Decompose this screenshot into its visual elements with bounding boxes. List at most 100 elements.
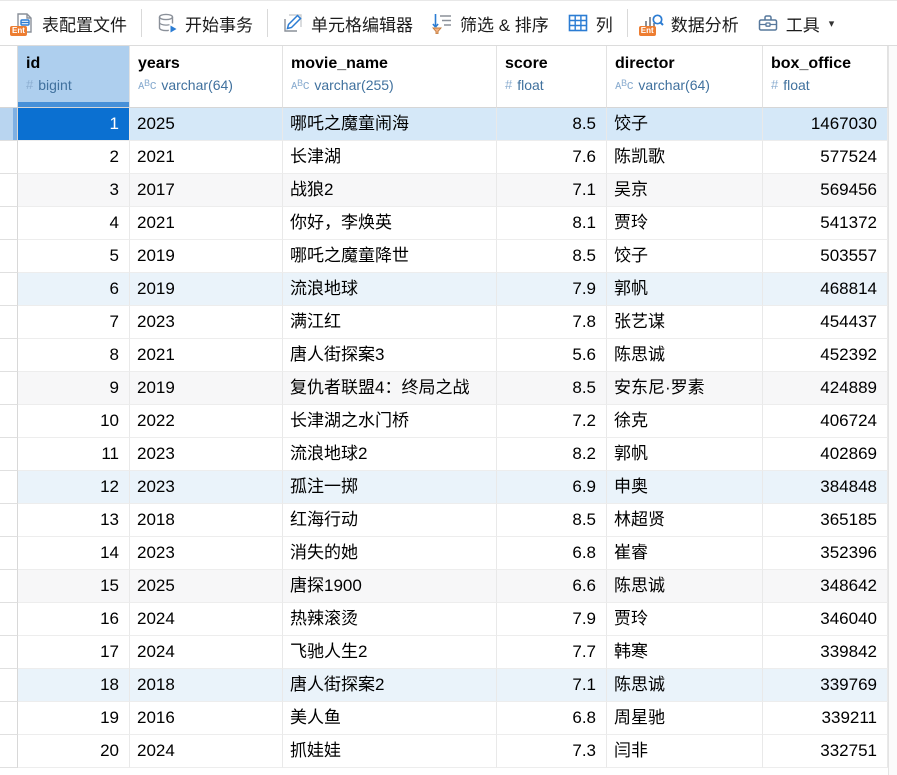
column-header-score[interactable]: score # float: [497, 46, 607, 108]
cell-score[interactable]: 7.3: [497, 735, 607, 768]
cell-score[interactable]: 7.1: [497, 174, 607, 207]
cell-movie-name[interactable]: 飞驰人生2: [283, 636, 497, 669]
cell-years[interactable]: 2024: [130, 603, 283, 636]
cell-years[interactable]: 2021: [130, 339, 283, 372]
row-gutter-cell[interactable]: [0, 372, 18, 405]
cell-score[interactable]: 7.1: [497, 669, 607, 702]
cell-id[interactable]: 17: [18, 636, 130, 669]
cell-movie-name[interactable]: 美人鱼: [283, 702, 497, 735]
cell-box-office[interactable]: 365185: [763, 504, 888, 537]
cell-score[interactable]: 5.6: [497, 339, 607, 372]
cell-years[interactable]: 2023: [130, 438, 283, 471]
cell-score[interactable]: 6.9: [497, 471, 607, 504]
cell-id[interactable]: 3: [18, 174, 130, 207]
cell-years[interactable]: 2023: [130, 537, 283, 570]
header-corner-cell[interactable]: [0, 46, 18, 108]
cell-director[interactable]: 郭帆: [607, 273, 763, 306]
cell-id[interactable]: 4: [18, 207, 130, 240]
cell-years[interactable]: 2019: [130, 240, 283, 273]
cell-years[interactable]: 2024: [130, 735, 283, 768]
cell-movie-name[interactable]: 满江红: [283, 306, 497, 339]
cell-director[interactable]: 张艺谋: [607, 306, 763, 339]
cell-box-office[interactable]: 454437: [763, 306, 888, 339]
cell-years[interactable]: 2025: [130, 570, 283, 603]
cell-movie-name[interactable]: 唐探1900: [283, 570, 497, 603]
cell-box-office[interactable]: 452392: [763, 339, 888, 372]
cell-years[interactable]: 2022: [130, 405, 283, 438]
cell-movie-name[interactable]: 复仇者联盟4：终局之战: [283, 372, 497, 405]
cell-director[interactable]: 贾玲: [607, 207, 763, 240]
cell-movie-name[interactable]: 哪吒之魔童降世: [283, 240, 497, 273]
cell-id[interactable]: 20: [18, 735, 130, 768]
cell-movie-name[interactable]: 长津湖之水门桥: [283, 405, 497, 438]
row-gutter-cell[interactable]: [0, 504, 18, 537]
cell-score[interactable]: 8.2: [497, 438, 607, 471]
begin-transaction-button[interactable]: 开始事务: [147, 4, 262, 42]
cell-box-office[interactable]: 339211: [763, 702, 888, 735]
table-profile-button[interactable]: Ent 表配置文件: [4, 4, 136, 42]
cell-years[interactable]: 2024: [130, 636, 283, 669]
row-gutter-cell[interactable]: [0, 141, 18, 174]
cell-score[interactable]: 7.7: [497, 636, 607, 669]
cell-director[interactable]: 崔睿: [607, 537, 763, 570]
cell-director[interactable]: 贾玲: [607, 603, 763, 636]
cell-id[interactable]: 10: [18, 405, 130, 438]
row-gutter-cell[interactable]: [0, 471, 18, 504]
cell-score[interactable]: 7.9: [497, 603, 607, 636]
cell-score[interactable]: 8.5: [497, 372, 607, 405]
cell-director[interactable]: 饺子: [607, 108, 763, 141]
cell-score[interactable]: 8.5: [497, 108, 607, 141]
cell-years[interactable]: 2018: [130, 504, 283, 537]
cell-id[interactable]: 8: [18, 339, 130, 372]
cell-movie-name[interactable]: 抓娃娃: [283, 735, 497, 768]
cell-box-office[interactable]: 348642: [763, 570, 888, 603]
cell-director[interactable]: 郭帆: [607, 438, 763, 471]
row-gutter-cell[interactable]: [0, 702, 18, 735]
cell-years[interactable]: 2018: [130, 669, 283, 702]
cell-id[interactable]: 15: [18, 570, 130, 603]
cell-movie-name[interactable]: 红海行动: [283, 504, 497, 537]
cell-director[interactable]: 陈凯歌: [607, 141, 763, 174]
row-gutter-cell[interactable]: [0, 273, 18, 306]
column-header-id[interactable]: id # bigint: [18, 46, 130, 108]
cell-years[interactable]: 2016: [130, 702, 283, 735]
cell-box-office[interactable]: 339769: [763, 669, 888, 702]
cell-id[interactable]: 12: [18, 471, 130, 504]
row-gutter-cell[interactable]: [0, 174, 18, 207]
cell-score[interactable]: 6.8: [497, 702, 607, 735]
cell-director[interactable]: 申奥: [607, 471, 763, 504]
row-gutter-cell[interactable]: [0, 240, 18, 273]
row-gutter-cell[interactable]: [0, 570, 18, 603]
row-gutter-cell[interactable]: [0, 108, 18, 141]
cell-movie-name[interactable]: 唐人街探案3: [283, 339, 497, 372]
cell-id[interactable]: 7: [18, 306, 130, 339]
cell-id[interactable]: 13: [18, 504, 130, 537]
row-gutter-cell[interactable]: [0, 438, 18, 471]
cell-movie-name[interactable]: 流浪地球2: [283, 438, 497, 471]
cell-years[interactable]: 2023: [130, 306, 283, 339]
cell-years[interactable]: 2021: [130, 207, 283, 240]
row-gutter-cell[interactable]: [0, 339, 18, 372]
cell-movie-name[interactable]: 热辣滚烫: [283, 603, 497, 636]
cell-score[interactable]: 7.8: [497, 306, 607, 339]
cell-box-office[interactable]: 346040: [763, 603, 888, 636]
row-gutter-cell[interactable]: [0, 306, 18, 339]
filter-sort-button[interactable]: 筛选 & 排序: [422, 4, 558, 42]
cell-box-office[interactable]: 339842: [763, 636, 888, 669]
cell-movie-name[interactable]: 长津湖: [283, 141, 497, 174]
cell-score[interactable]: 6.8: [497, 537, 607, 570]
cell-id[interactable]: 14: [18, 537, 130, 570]
cell-score[interactable]: 7.2: [497, 405, 607, 438]
cell-box-office[interactable]: 503557: [763, 240, 888, 273]
cell-movie-name[interactable]: 孤注一掷: [283, 471, 497, 504]
cell-movie-name[interactable]: 唐人街探案2: [283, 669, 497, 702]
cell-id[interactable]: 19: [18, 702, 130, 735]
cell-score[interactable]: 8.5: [497, 504, 607, 537]
cell-years[interactable]: 2025: [130, 108, 283, 141]
cell-director[interactable]: 陈思诚: [607, 339, 763, 372]
row-gutter-cell[interactable]: [0, 669, 18, 702]
cell-movie-name[interactable]: 哪吒之魔童闹海: [283, 108, 497, 141]
cell-years[interactable]: 2021: [130, 141, 283, 174]
cell-director[interactable]: 韩寒: [607, 636, 763, 669]
data-analysis-button[interactable]: Ent 数据分析: [633, 4, 748, 42]
